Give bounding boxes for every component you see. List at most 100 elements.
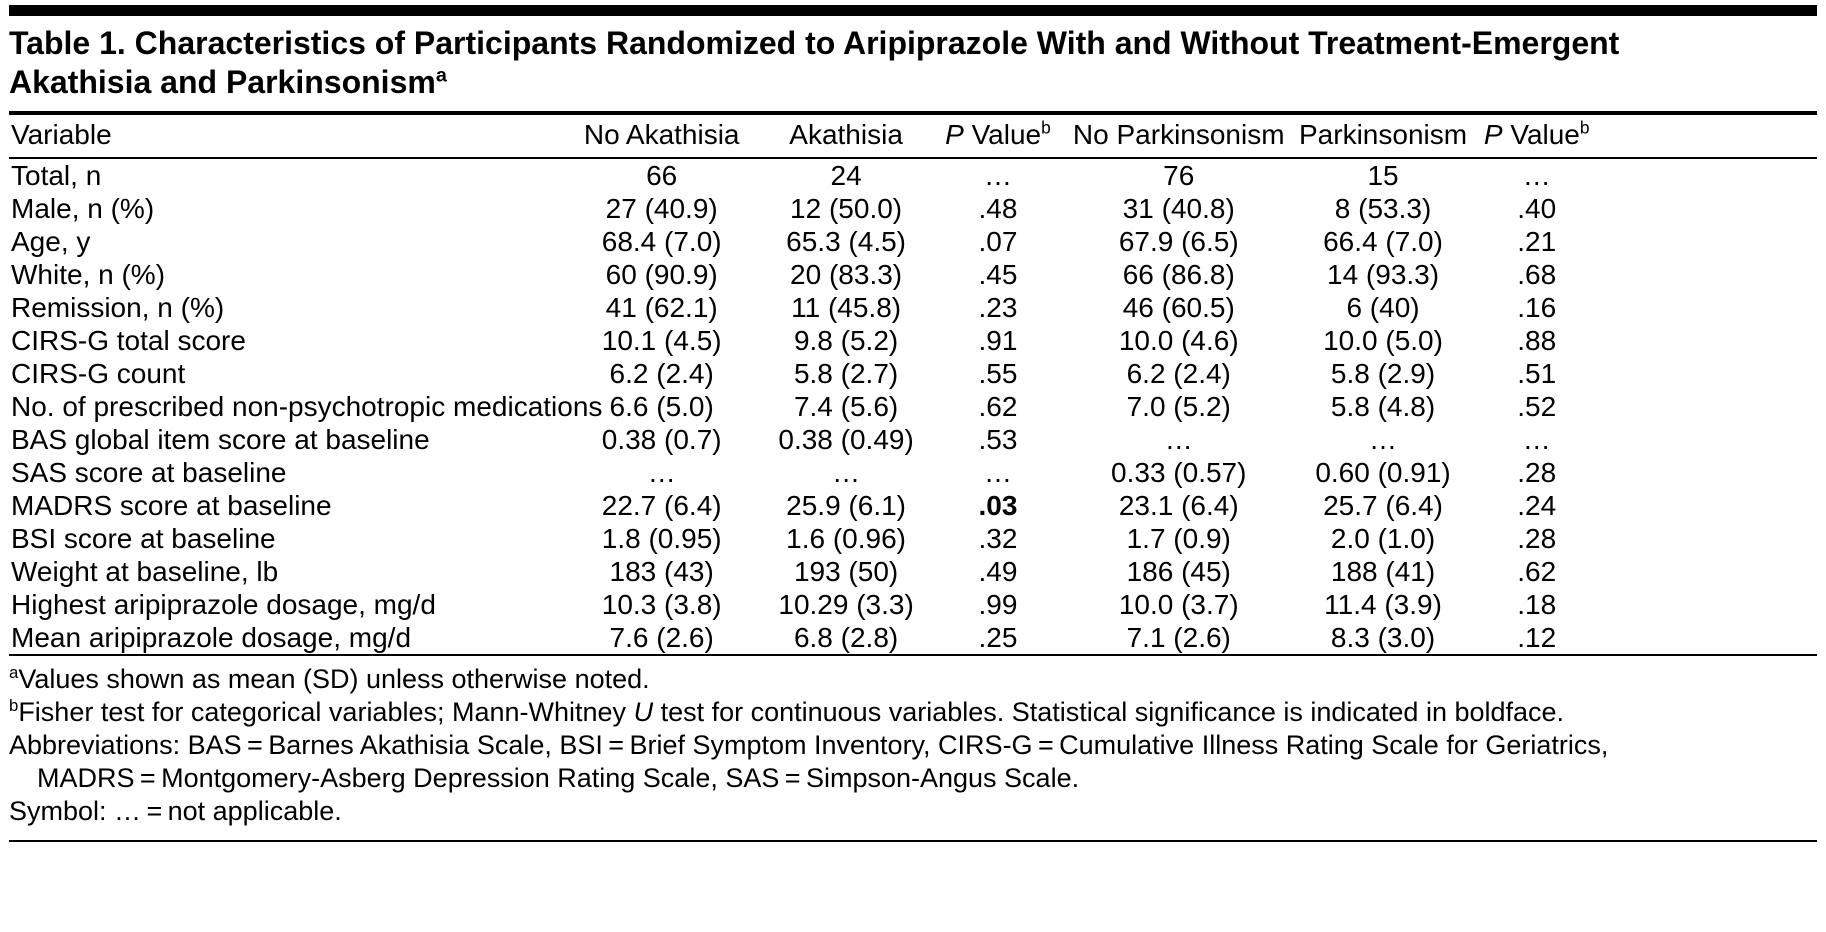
value-cell: .48: [978, 193, 1018, 224]
value-cell: …: [832, 457, 861, 488]
value-cell: 10.3 (3.8): [601, 589, 722, 620]
value-cell: 6.6 (5.0): [609, 391, 714, 422]
value-cell: 25.9 (6.1): [786, 490, 907, 521]
value-cell: 41 (62.1): [605, 292, 718, 323]
value-cell: 7.6 (2.6): [609, 622, 714, 653]
value-cell: 12 (50.0): [790, 193, 903, 224]
table-title: Table 1. Characteristics of Participants…: [9, 24, 1817, 102]
value-cell: 7.4 (5.6): [793, 391, 899, 422]
value-cell: .24: [1517, 490, 1557, 521]
value-cell: 23.1 (6.4): [1118, 490, 1239, 521]
value-cell: 8.3 (3.0): [1330, 622, 1436, 653]
table-row: SAS score at baseline … … … 0.33 (0.57) 0.60 …: [9, 456, 1817, 489]
characteristics-table: Variable No Akathisia Akathisia P Valueb No …: [9, 111, 1817, 656]
value-cell: .62: [978, 391, 1018, 422]
spacer-cell: [1600, 357, 1817, 390]
value-cell: .28: [1517, 457, 1557, 488]
spacer-cell: [1600, 522, 1817, 555]
value-cell: 193 (50): [793, 556, 899, 587]
value-cell: .51: [1517, 358, 1557, 389]
value-cell: 8 (53.3): [1334, 193, 1432, 224]
value-cell: 14 (93.3): [1327, 259, 1440, 290]
variable-name: CIRS-G count: [11, 358, 186, 389]
spacer-cell: [1600, 456, 1817, 489]
value-cell: .53: [978, 424, 1018, 455]
value-cell: 66.4 (7.0): [1323, 226, 1443, 257]
value-cell: 66: [646, 160, 678, 191]
variable-name: CIRS-G total score: [11, 325, 246, 356]
value-cell: 10.29 (3.3): [778, 589, 914, 620]
value-cell: .68: [1517, 259, 1557, 290]
value-cell: 11.4 (3.9): [1324, 589, 1442, 620]
value-cell: …: [1522, 424, 1551, 455]
footnote: bFisher test for categorical variables; …: [9, 696, 1565, 727]
value-cell: 10.0 (4.6): [1118, 325, 1239, 356]
variable-name: Highest aripiprazole dosage, mg/d: [11, 589, 436, 620]
value-cell: 6.2 (2.4): [1126, 358, 1231, 389]
value-cell: …: [1164, 424, 1193, 455]
value-cell: .03: [978, 490, 1018, 521]
variable-name: Age, y: [11, 226, 91, 257]
value-cell: 46 (60.5): [1122, 292, 1235, 323]
table-row: No. of prescribed non-psychotropic medic…: [9, 390, 1817, 423]
value-cell: .23: [978, 292, 1018, 323]
spacer-cell: [1600, 258, 1817, 291]
value-cell: 7.0 (5.2): [1126, 391, 1231, 422]
variable-name: Mean aripiprazole dosage, mg/d: [11, 622, 412, 653]
value-cell: …: [1369, 424, 1398, 455]
table-row: MADRS score at baseline 22.7 (6.4) 25.9 (6…: [9, 489, 1817, 522]
variable-name: White, n (%): [11, 259, 166, 290]
variable-name: BAS global item score at baseline: [11, 424, 430, 455]
table-row: CIRS-G total score 10.1 (4.5) 9.8 (5.2) .91…: [9, 324, 1817, 357]
table-row: Total, n 66 24… 76 15…: [9, 158, 1817, 192]
value-cell: 6 (40): [1346, 292, 1420, 323]
value-cell: 60 (90.9): [605, 259, 718, 290]
value-cell: .18: [1517, 589, 1557, 620]
table-body: Total, n 66 24 … 76 15 … Male, n (%) 27 (40.9) 12…: [9, 158, 1817, 655]
footnote: aValues shown as mean (SD) unless otherw…: [9, 663, 650, 694]
title-footnote-marker-a: a: [435, 64, 447, 87]
value-cell: 0.38 (0.49): [778, 424, 914, 455]
table-title-line2: Akathisia and Parkinsonisma: [9, 63, 1817, 102]
value-cell: .62: [1517, 556, 1557, 587]
value-cell: 1.6 (0.96): [786, 523, 907, 554]
value-cell: 0.60 (0.91): [1315, 457, 1451, 488]
value-cell: 10.1 (4.5): [601, 325, 722, 356]
header-row: Variable No Akathisia Akathisia P Valueb No …: [9, 113, 1817, 159]
table-row: BAS global item score at baseline 0.38 (0…: [9, 423, 1817, 456]
variable-name: Remission, n (%): [11, 292, 225, 323]
variable-name: Total, n: [11, 160, 102, 191]
value-cell: 10.0 (5.0): [1323, 325, 1443, 356]
column-header: Parkinsonism: [1292, 113, 1474, 159]
value-cell: 7.1 (2.6): [1126, 622, 1231, 653]
value-cell: .52: [1517, 391, 1557, 422]
variable-name: MADRS score at baseline: [11, 490, 332, 521]
value-cell: .21: [1517, 226, 1557, 257]
table-row: Highest aripiprazole dosage, mg/d 10.3 (3…: [9, 588, 1817, 621]
column-header: P Valueb: [931, 113, 1065, 159]
value-cell: 10.0 (3.7): [1118, 589, 1239, 620]
value-cell: 66 (86.8): [1122, 259, 1235, 290]
table-row: Male, n (%) 27 (40.9) 12 (50.0) .48 31 (40.8…: [9, 192, 1817, 225]
spacer-cell: [1600, 588, 1817, 621]
spacer-cell: [1600, 390, 1817, 423]
variable-name: Male, n (%): [11, 193, 155, 224]
value-cell: 6.2 (2.4): [609, 358, 714, 389]
value-cell: .28: [1517, 523, 1557, 554]
table-title-line1: Table 1. Characteristics of Participants…: [9, 25, 1620, 61]
table-row: White, n (%) 60 (90.9) 20 (83.3) .45 66 (86.…: [9, 258, 1817, 291]
value-cell: …: [1522, 160, 1551, 191]
value-cell: 6.8 (2.8): [793, 622, 899, 653]
value-cell: 2.0 (1.0): [1330, 523, 1436, 554]
footnote: Symbol: … = not applicable.: [9, 796, 342, 826]
value-cell: …: [647, 457, 676, 488]
value-cell: …: [983, 160, 1012, 191]
value-cell: .16: [1517, 292, 1557, 323]
spacer-cell: [1600, 423, 1817, 456]
value-cell: .55: [978, 358, 1018, 389]
value-cell: 1.8 (0.95): [601, 523, 722, 554]
footnote: Abbreviations: BAS = Barnes Akathisia Sc…: [9, 730, 1609, 760]
value-cell: .32: [978, 523, 1018, 554]
table-row: BSI score at baseline 1.8 (0.95) 1.6 (0.96…: [9, 522, 1817, 555]
table-title-line2-text: Akathisia and Parkinsonism: [9, 64, 436, 100]
